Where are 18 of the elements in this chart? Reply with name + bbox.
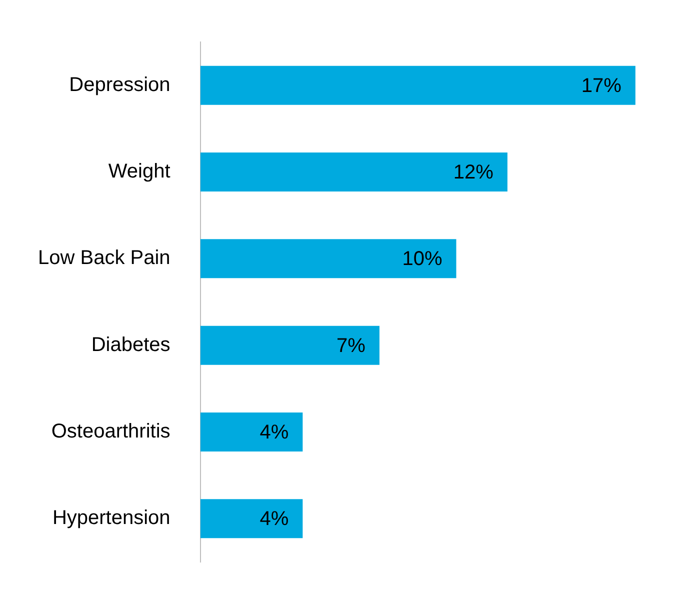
data-label: 10% bbox=[402, 248, 442, 270]
bar bbox=[200, 499, 303, 538]
y-tick-label: Depression bbox=[69, 74, 170, 96]
y-tick-label: Weight bbox=[108, 160, 171, 183]
data-label: 12% bbox=[453, 162, 494, 184]
data-label: 7% bbox=[336, 334, 366, 357]
y-tick-label: Low Back Pain bbox=[38, 247, 170, 270]
data-label: 17% bbox=[581, 74, 622, 97]
bar bbox=[200, 66, 636, 105]
bar bbox=[200, 326, 380, 365]
y-tick-label: Diabetes bbox=[91, 334, 170, 356]
y-tick-label: Osteoarthritis bbox=[51, 420, 170, 443]
data-label: 4% bbox=[260, 508, 289, 530]
bar bbox=[200, 239, 456, 278]
y-tick-label: Hypertension bbox=[52, 507, 170, 530]
bar bbox=[200, 152, 508, 192]
bar bbox=[200, 412, 303, 452]
data-label: 4% bbox=[260, 422, 289, 444]
